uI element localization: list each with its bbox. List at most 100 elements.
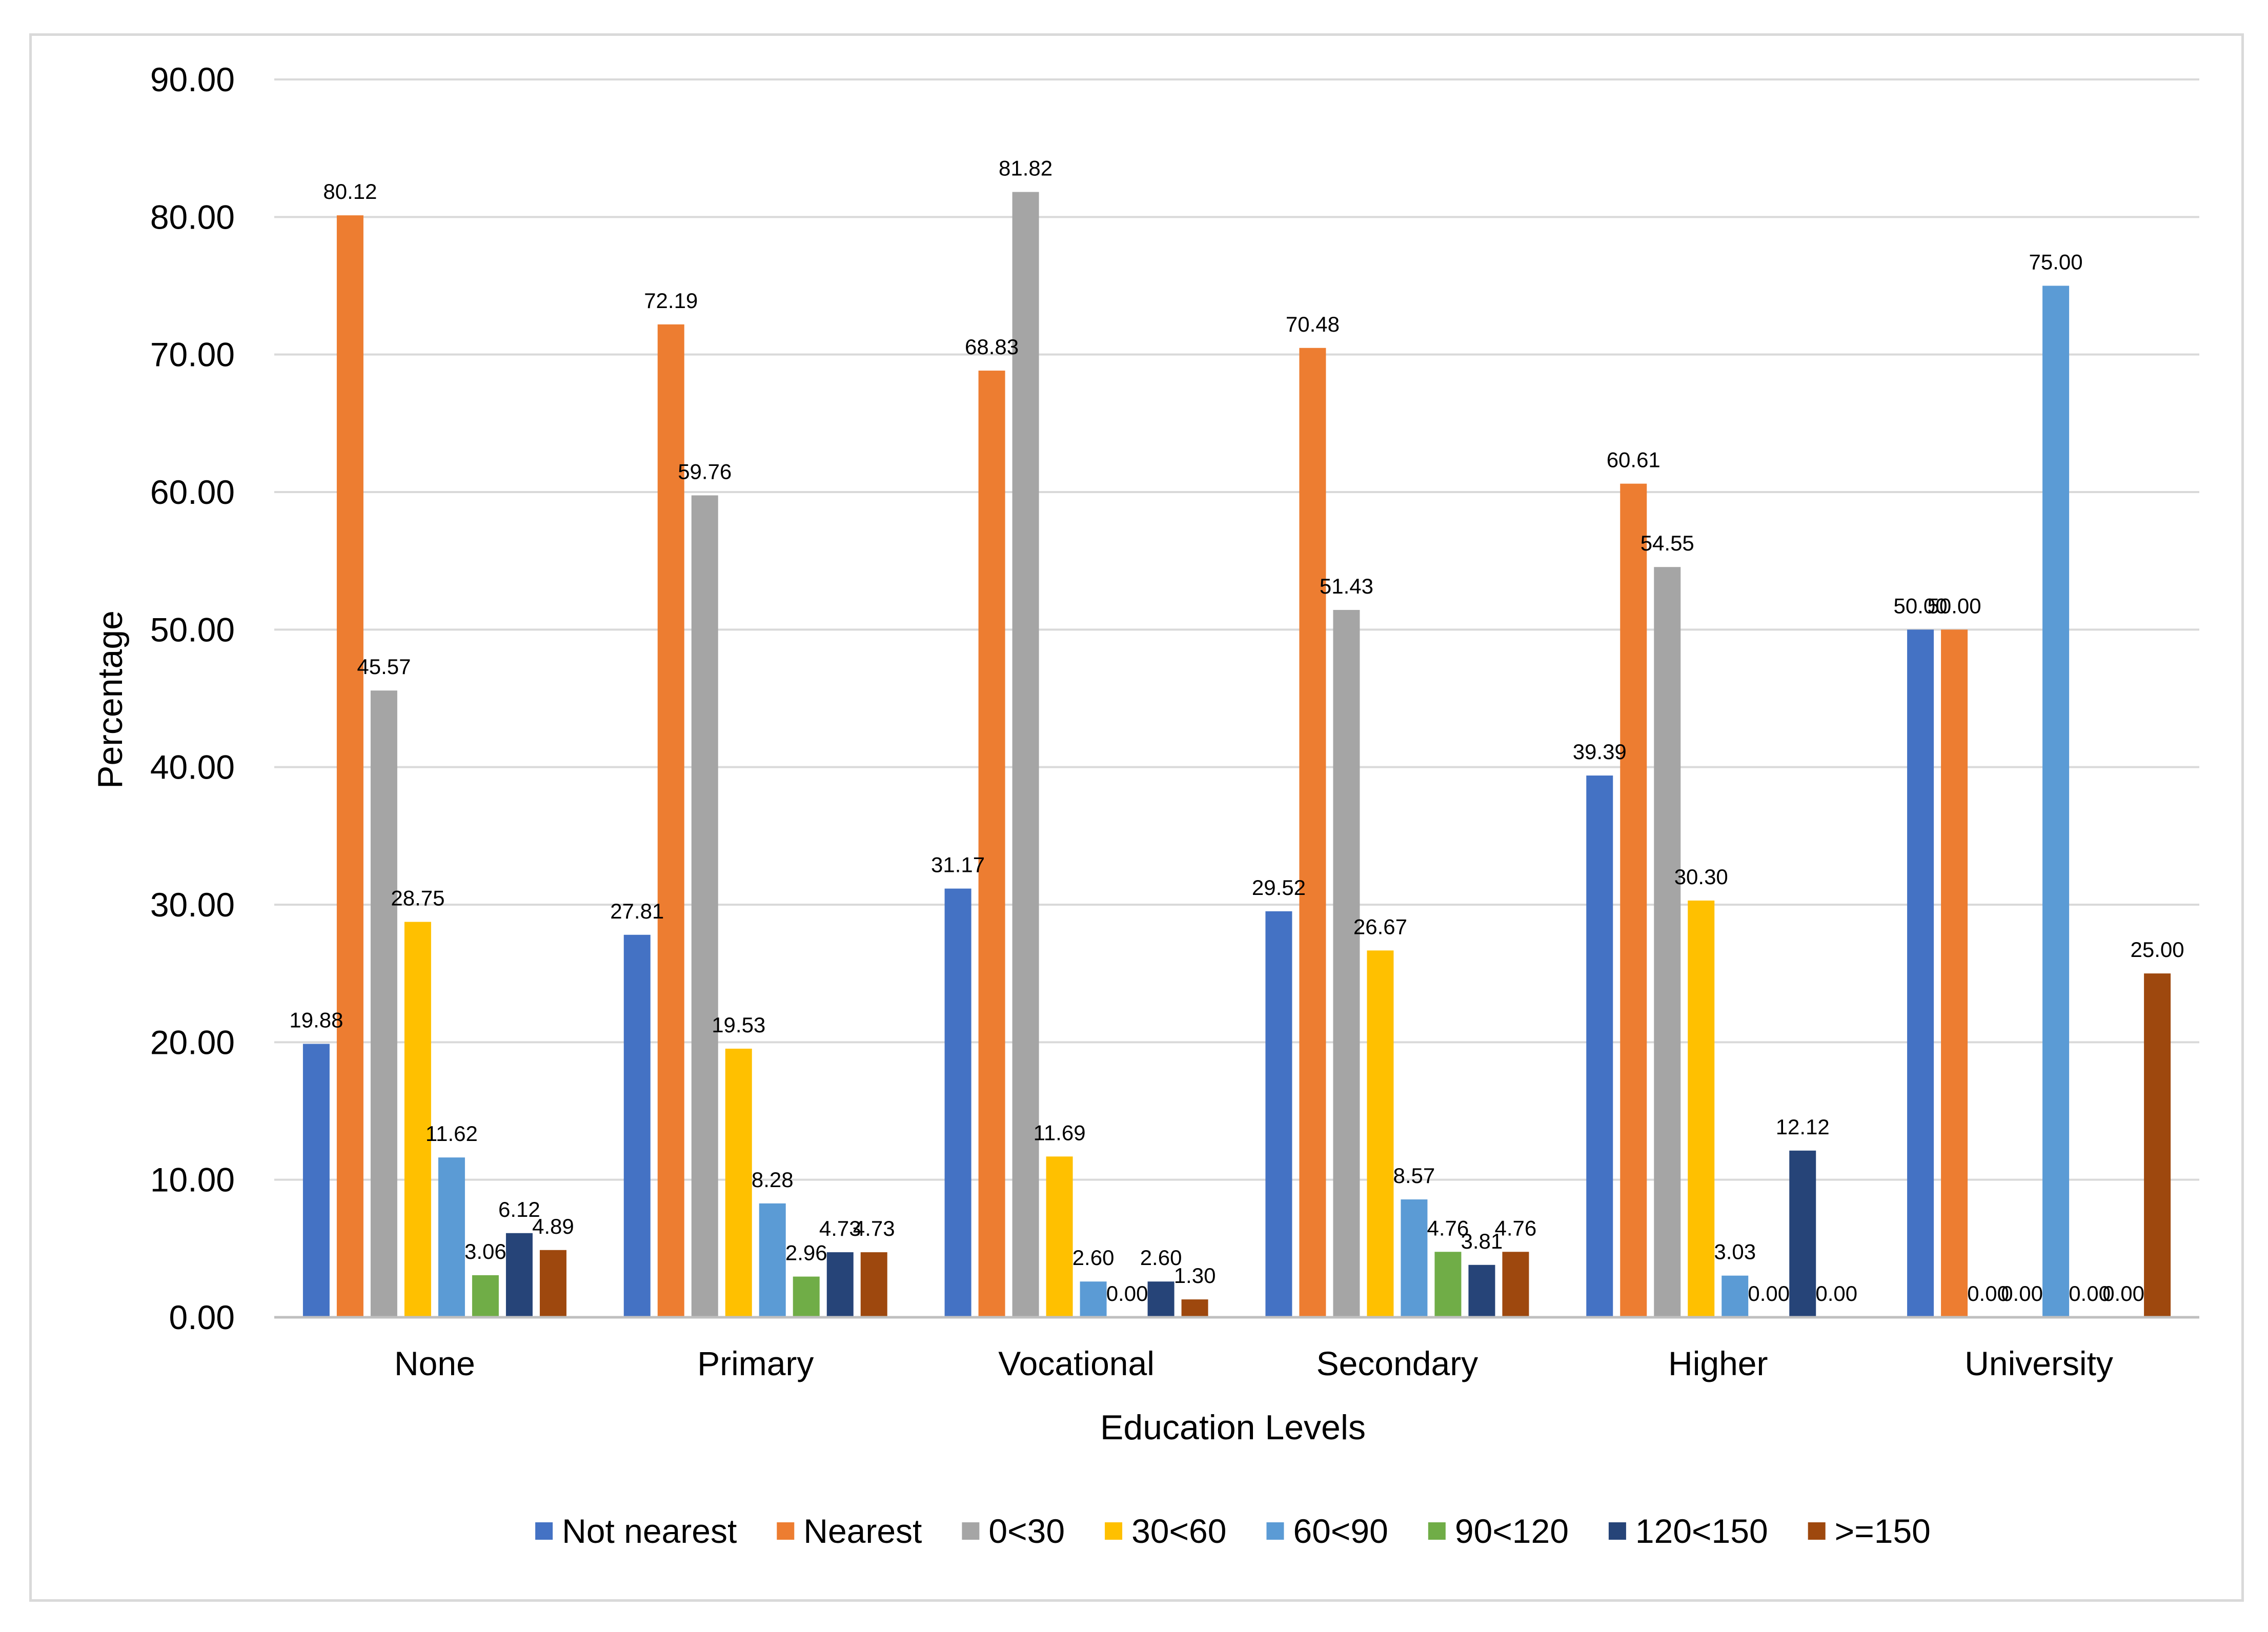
legend-item: 60<90	[1266, 1512, 1388, 1550]
data-label: 30.30	[1674, 865, 1728, 889]
bar	[1688, 900, 1715, 1317]
bar	[539, 1250, 566, 1317]
category-label: None	[394, 1344, 475, 1382]
y-tick-label: 0.00	[169, 1298, 235, 1336]
data-label: 68.83	[965, 335, 1019, 359]
legend-swatch	[1266, 1522, 1284, 1540]
data-label: 50.00	[1928, 594, 1981, 618]
bar	[1789, 1150, 1816, 1317]
bar	[793, 1276, 820, 1317]
y-tick-label: 60.00	[150, 473, 235, 511]
data-label: 81.82	[999, 156, 1052, 180]
bar	[1181, 1299, 1208, 1317]
bar	[505, 1233, 533, 1317]
bar	[404, 922, 431, 1317]
data-label: 11.62	[426, 1121, 478, 1146]
data-label: 70.48	[1286, 312, 1340, 336]
data-label: 2.60	[1072, 1246, 1115, 1270]
legend-item: 90<120	[1428, 1512, 1569, 1550]
y-tick-label: 20.00	[150, 1023, 235, 1061]
bar	[1012, 192, 1039, 1318]
data-label: 3.81	[1461, 1229, 1503, 1253]
legend-label: Nearest	[803, 1512, 922, 1550]
data-label: 8.57	[1393, 1164, 1435, 1188]
y-tick-label: 40.00	[150, 748, 235, 786]
legend-label: >=150	[1835, 1512, 1931, 1550]
legend-swatch	[777, 1522, 795, 1540]
data-label: 19.88	[289, 1008, 343, 1032]
data-label: 1.30	[1174, 1263, 1216, 1288]
bar	[860, 1252, 887, 1317]
legend-label: 30<60	[1131, 1512, 1226, 1550]
category-label: Higher	[1668, 1344, 1768, 1382]
data-label: 0.00	[1815, 1281, 1857, 1305]
data-label: 72.19	[644, 289, 698, 313]
data-label: 8.28	[752, 1168, 794, 1192]
data-label: 0.00	[2102, 1281, 2144, 1305]
y-axis-ticks: 0.00 10.00 20.00 30.00 40.00 50.00 60.00 70.00 8…	[150, 60, 235, 1336]
bar	[1299, 348, 1326, 1318]
legend-item: Not nearest	[535, 1512, 737, 1550]
legend-label: 60<90	[1293, 1512, 1388, 1550]
data-label: 4.89	[532, 1214, 574, 1238]
legend-swatch	[1808, 1522, 1826, 1540]
x-axis-title: Education Levels	[1100, 1408, 1366, 1447]
data-label: 28.75	[391, 886, 444, 910]
data-label: 3.03	[1714, 1240, 1756, 1264]
bar	[2144, 973, 2171, 1317]
data-label: 59.76	[678, 459, 732, 483]
bar	[1046, 1156, 1073, 1317]
legend-item: 120<150	[1608, 1512, 1768, 1550]
bar	[623, 934, 651, 1317]
data-label: 4.73	[819, 1216, 861, 1240]
data-label: 60.61	[1607, 448, 1660, 472]
data-label: 75.00	[2029, 250, 2083, 274]
data-label: 6.12	[498, 1197, 540, 1221]
data-label: 3.06	[464, 1239, 507, 1263]
data-label: 0.00	[1748, 1281, 1790, 1305]
data-label: 26.67	[1353, 914, 1407, 939]
data-label: 4.76	[1495, 1216, 1537, 1240]
category-labels: None Primary Vocational Secondary Higher Univ…	[394, 1344, 2113, 1382]
bar	[438, 1157, 465, 1317]
legend-swatch	[1608, 1522, 1626, 1540]
data-label: 11.69	[1034, 1120, 1086, 1145]
legend-label: Not nearest	[562, 1512, 737, 1550]
data-label: 19.53	[712, 1013, 765, 1037]
bar	[1434, 1252, 1462, 1317]
data-label: 25.00	[2131, 937, 2184, 962]
bar	[302, 1044, 330, 1317]
data-label: 50.00	[1894, 594, 1948, 618]
bar	[657, 324, 684, 1318]
y-tick-label: 80.00	[150, 198, 235, 236]
category-label: University	[1965, 1344, 2113, 1382]
category-label: Secondary	[1317, 1344, 1479, 1382]
y-tick-label: 50.00	[150, 610, 235, 648]
chart-frame	[29, 33, 2244, 1602]
legend: Not nearest Nearest 0<30 30<60 60<90 90<120 12…	[535, 1512, 1931, 1550]
data-labels: 19.88 80.12 45.57 28.75 11.62 3.06 6.124.89 27.…	[289, 156, 2184, 1305]
category-label: Vocational	[998, 1344, 1155, 1382]
data-label: 51.43	[1320, 574, 1373, 598]
data-label: 12.12	[1776, 1115, 1830, 1139]
y-tick-label: 70.00	[150, 336, 235, 374]
bar	[1586, 776, 1613, 1317]
data-label: 4.73	[853, 1216, 895, 1240]
bar	[759, 1203, 786, 1317]
bar	[978, 371, 1005, 1317]
legend-item: Nearest	[777, 1512, 922, 1550]
data-label: 39.39	[1573, 740, 1627, 764]
bar	[1080, 1281, 1107, 1317]
data-label: 31.17	[931, 853, 985, 877]
legend-label: 0<30	[988, 1512, 1065, 1550]
bar	[2042, 285, 2070, 1317]
bars	[302, 192, 2171, 1318]
bar	[370, 690, 397, 1317]
legend-swatch	[962, 1522, 980, 1540]
bar	[1367, 950, 1394, 1317]
bar	[472, 1275, 499, 1317]
bar	[1502, 1252, 1529, 1317]
data-label: 2.96	[785, 1241, 827, 1265]
legend-item: 30<60	[1105, 1512, 1226, 1550]
bar	[691, 495, 718, 1318]
